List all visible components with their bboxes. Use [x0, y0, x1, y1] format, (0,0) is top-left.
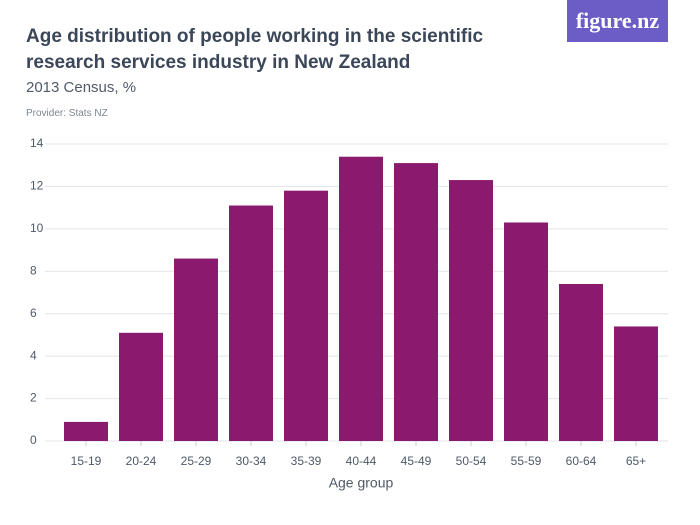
x-tick-label: 35-39	[291, 454, 322, 468]
x-tick-label: 15-19	[71, 454, 102, 468]
y-tick-label: 12	[30, 179, 44, 193]
bar	[394, 163, 438, 442]
y-tick-label: 10	[30, 221, 44, 235]
y-tick-label: 4	[30, 348, 37, 362]
bar	[339, 156, 383, 441]
bar	[64, 421, 108, 441]
bar	[119, 332, 163, 441]
y-tick-label: 14	[30, 136, 44, 150]
x-tick-label: 65+	[626, 454, 646, 468]
bar	[229, 205, 273, 441]
bar	[449, 180, 493, 442]
chart-title: Age distribution of people working in th…	[26, 26, 484, 73]
x-tick-label: 45-49	[401, 454, 432, 468]
bar	[284, 190, 328, 441]
y-tick-label: 6	[30, 306, 37, 320]
chart-subtitle: 2013 Census, %	[26, 79, 137, 96]
bar	[174, 258, 218, 441]
provider: Provider: Stats NZ	[26, 108, 108, 119]
x-tick-label: 20-24	[126, 454, 157, 468]
y-tick-label: 8	[30, 263, 37, 277]
logo[interactable]: figure.nz	[567, 0, 668, 42]
bar	[614, 326, 658, 441]
x-axis-label: Age group	[329, 475, 394, 491]
bar	[559, 284, 603, 441]
bar	[504, 222, 548, 441]
x-tick-label: 25-29	[181, 454, 212, 468]
x-tick-label: 30-34	[236, 454, 267, 468]
x-tick-label: 55-59	[511, 454, 542, 468]
x-tick-label: 40-44	[346, 454, 377, 468]
y-tick-label: 2	[30, 391, 37, 405]
x-tick-label: 50-54	[456, 454, 487, 468]
y-tick-label: 0	[30, 433, 37, 447]
x-tick-label: 60-64	[566, 454, 597, 468]
